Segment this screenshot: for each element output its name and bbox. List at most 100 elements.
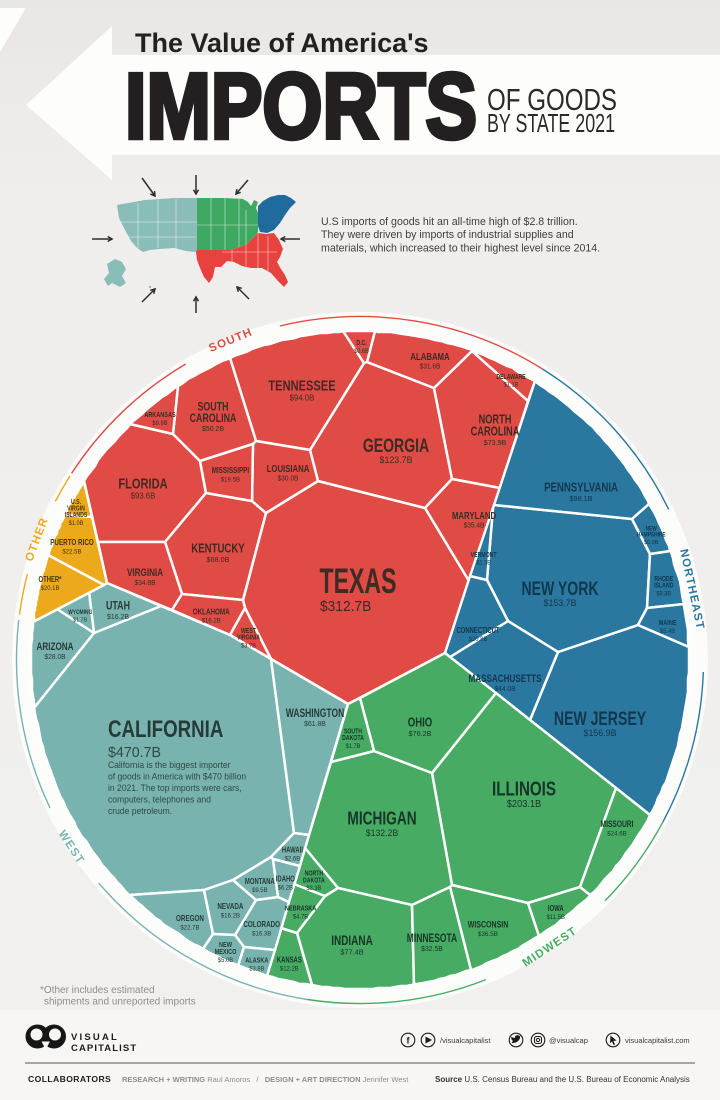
svg-text:LOUISIANA: LOUISIANA <box>267 463 310 474</box>
svg-text:VIRGINIA: VIRGINIA <box>237 634 260 642</box>
svg-text:$3.7B: $3.7B <box>241 643 256 649</box>
svg-text:$6.2B: $6.2B <box>278 884 293 891</box>
svg-text:ALABAMA: ALABAMA <box>410 351 449 362</box>
svg-text:$470.7B: $470.7B <box>108 745 161 761</box>
svg-text:MISSISSIPPI: MISSISSIPPI <box>212 465 249 475</box>
svg-text:$19.5B: $19.5B <box>221 476 240 483</box>
svg-text:NEVADA: NEVADA <box>217 901 244 911</box>
svg-text:IMPORTS: IMPORTS <box>125 54 477 158</box>
svg-text:$123.7B: $123.7B <box>380 455 413 465</box>
svg-text:COLLABORATORS: COLLABORATORS <box>28 1074 111 1084</box>
svg-text:VISUAL: VISUAL <box>71 1032 119 1043</box>
svg-text:NEBRASKA: NEBRASKA <box>285 905 317 913</box>
svg-text:ISLAND: ISLAND <box>654 582 674 590</box>
svg-text:$153.7B: $153.7B <box>544 598 577 608</box>
svg-text:ARKANSAS: ARKANSAS <box>144 412 176 420</box>
svg-text:$20.8B: $20.8B <box>469 636 488 643</box>
svg-text:$76.2B: $76.2B <box>409 729 432 738</box>
svg-text:HAMPSHIRE: HAMPSHIRE <box>637 532 666 539</box>
svg-text:materials, which increased to: materials, which increased to their high… <box>321 242 600 254</box>
svg-text:computers, telephones and: computers, telephones and <box>108 794 211 804</box>
svg-text:OTHER*: OTHER* <box>39 576 62 584</box>
svg-text:$73.9B: $73.9B <box>484 438 507 447</box>
svg-text:WISCONSIN: WISCONSIN <box>468 918 509 929</box>
svg-text:$36.5B: $36.5B <box>478 931 498 938</box>
svg-text:$16.2B: $16.2B <box>107 613 129 621</box>
svg-text:$203.1B: $203.1B <box>507 799 541 810</box>
svg-text:RESEARCH + WRITING Raul Amoros: RESEARCH + WRITING Raul Amoros / DESIGN … <box>122 1075 409 1084</box>
svg-text:$3.3B: $3.3B <box>307 886 322 892</box>
svg-text:NORTH: NORTH <box>305 870 324 878</box>
svg-text:MISSOURI: MISSOURI <box>601 819 634 829</box>
svg-text:$93.6B: $93.6B <box>131 491 156 500</box>
svg-text:MASSACHUSETTS: MASSACHUSETTS <box>468 673 542 686</box>
svg-text:shipments and unreported impor: shipments and unreported imports <box>44 997 196 1008</box>
svg-text:NEW: NEW <box>646 526 658 533</box>
svg-text:$31.6B: $31.6B <box>420 363 441 370</box>
svg-text:$4.7B: $4.7B <box>293 914 308 920</box>
svg-text:$94.0B: $94.0B <box>290 393 315 402</box>
svg-text:crude petroleum.: crude petroleum. <box>108 806 172 816</box>
svg-text:$0.6B: $0.6B <box>354 349 369 355</box>
svg-text:WASHINGTON: WASHINGTON <box>286 708 344 721</box>
svg-text:Source U.S. Census Bureau and: Source U.S. Census Bureau and the U.S. B… <box>435 1075 690 1084</box>
svg-text:NORTH: NORTH <box>479 413 512 427</box>
svg-text:VIRGINIA: VIRGINIA <box>127 567 163 580</box>
svg-text:HAWAII: HAWAII <box>282 847 303 855</box>
svg-text:IDAHO: IDAHO <box>276 876 295 884</box>
svg-text:D.C.: D.C. <box>356 340 367 348</box>
svg-text:visualcapitalist.com: visualcapitalist.com <box>625 1036 690 1045</box>
svg-text:*Other includes estimated: *Other includes estimated <box>40 985 155 996</box>
svg-text:NEW YORK: NEW YORK <box>521 578 598 600</box>
svg-text:$132.2B: $132.2B <box>366 828 398 838</box>
svg-text:$312.7B: $312.7B <box>320 598 371 614</box>
svg-text:$24.6B: $24.6B <box>607 830 627 837</box>
svg-text:$30.0B: $30.0B <box>278 475 299 482</box>
svg-text:$5.4B: $5.4B <box>660 629 675 635</box>
svg-text:$1.3B: $1.3B <box>476 561 491 567</box>
svg-text:$20.1B: $20.1B <box>41 585 60 592</box>
svg-text:VIRGIN: VIRGIN <box>67 505 85 513</box>
svg-text:WYOMING: WYOMING <box>68 609 92 616</box>
svg-text:$11.5B: $11.5B <box>547 914 565 921</box>
svg-text:U.S.: U.S. <box>71 498 81 506</box>
svg-text:$50.2B: $50.2B <box>202 425 224 433</box>
svg-text:$9.9B: $9.9B <box>152 421 167 427</box>
svg-text:DAKOTA: DAKOTA <box>303 877 325 885</box>
svg-text:$16.3B: $16.3B <box>252 930 271 937</box>
svg-text:OKLAHOMA: OKLAHOMA <box>193 607 231 617</box>
svg-text:OF GOODS: OF GOODS <box>487 82 617 117</box>
svg-text:ARIZONA: ARIZONA <box>36 641 73 654</box>
svg-text:$1.7B: $1.7B <box>73 617 88 623</box>
svg-text:ALASKA: ALASKA <box>245 957 268 965</box>
svg-text:$35.4B: $35.4B <box>464 522 485 529</box>
svg-text:$2.6B: $2.6B <box>285 855 300 862</box>
svg-text:WEST: WEST <box>241 627 256 635</box>
svg-text:$3.8B: $3.8B <box>249 966 264 972</box>
svg-text:NEW JERSEY: NEW JERSEY <box>554 708 646 730</box>
svg-text:CONNECTICUT: CONNECTICUT <box>457 627 501 635</box>
svg-text:CAROLINA: CAROLINA <box>190 412 237 426</box>
svg-text:$5.0B: $5.0B <box>218 958 233 964</box>
svg-text:KANSAS: KANSAS <box>277 957 302 965</box>
svg-text:INDIANA: INDIANA <box>331 932 373 948</box>
svg-text:$1.7B: $1.7B <box>346 744 361 750</box>
svg-text:DAKOTA: DAKOTA <box>342 734 364 742</box>
svg-text:f: f <box>407 1036 411 1046</box>
svg-text:RHODE: RHODE <box>654 575 673 583</box>
svg-text:VERMONT: VERMONT <box>471 551 497 559</box>
svg-text:$9.5B: $9.5B <box>252 887 267 894</box>
svg-text:COLORADO: COLORADO <box>243 919 280 929</box>
svg-text:$61.8B: $61.8B <box>304 721 326 728</box>
svg-text:California is the biggest impo: California is the biggest importer <box>108 760 231 770</box>
svg-text:$98.1B: $98.1B <box>570 494 593 503</box>
svg-text:$28.0B: $28.0B <box>44 654 66 661</box>
svg-text:IOWA: IOWA <box>548 906 564 914</box>
svg-text:OHIO: OHIO <box>408 716 433 730</box>
svg-text:$22.5B: $22.5B <box>62 548 81 555</box>
svg-text:$1.1B: $1.1B <box>504 382 519 388</box>
svg-text:$44.0B: $44.0B <box>494 686 516 693</box>
svg-text:MEXICO: MEXICO <box>215 948 237 956</box>
svg-text:CAPITALIST: CAPITALIST <box>71 1043 137 1054</box>
svg-text:MICHIGAN: MICHIGAN <box>347 809 416 829</box>
